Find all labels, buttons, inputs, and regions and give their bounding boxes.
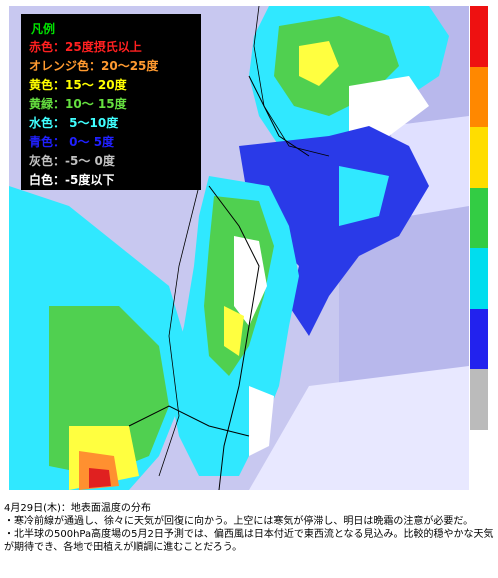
temperature-map: 凡例 赤色：25度摂氏以上オレンジ色：20〜25度 黄色：15〜 20度 黄緑：10… — [9, 6, 469, 490]
color-scale-segment — [470, 6, 488, 67]
legend: 凡例 赤色：25度摂氏以上オレンジ色：20〜25度 黄色：15〜 20度 黄緑：10… — [21, 14, 201, 190]
tohoku-yellow-area — [224, 306, 244, 356]
tohoku-south-white — [249, 386, 274, 456]
tohoku-snow-area — [234, 236, 267, 326]
caption-line-1: ・寒冷前線が通過し、徐々に天気が回復に向かう。上空には寒気が停滞し、明日は晩霜の… — [4, 516, 474, 527]
color-scale-bar — [470, 6, 488, 490]
prefecture-boundaries — [128, 75, 310, 490]
color-scale-segment — [470, 66, 488, 127]
legend-item: 青色： 0〜 5度 — [29, 135, 115, 149]
legend-item: 白色：-5度以下 — [29, 173, 115, 187]
color-scale-segment — [470, 369, 488, 430]
cyan-patch-sea — [339, 166, 389, 226]
cloud-band-southeast — [249, 366, 469, 490]
caption-title: 4月29日(木)：地表面温度の分布 — [4, 503, 151, 514]
color-scale-segment — [470, 308, 488, 369]
caption-line-2: ・北半球の500hPa高度場の5月2日予測では、偏西風は日本付近で東西流となる見… — [4, 529, 494, 553]
color-scale-segment — [470, 429, 488, 490]
west-red-area — [89, 468, 111, 488]
legend-item: オレンジ色：20〜25度 — [29, 59, 159, 73]
legend-item: 黄緑：10〜 15度 — [29, 97, 127, 111]
legend-item: 水色： 5〜10度 — [29, 116, 119, 130]
legend-item: 黄色：15〜 20度 — [29, 78, 127, 92]
legend-item: 灰色：-5〜 0度 — [29, 154, 115, 168]
satellite-temperature-image — [9, 6, 469, 490]
color-scale-segment — [470, 248, 488, 309]
hokkaido-yellow-area — [299, 41, 339, 86]
caption: 4月29日(木)：地表面温度の分布 ・寒冷前線が通過し、徐々に天気が回復に向かう… — [4, 502, 494, 554]
legend-item: 赤色：25度摂氏以上 — [29, 40, 142, 54]
hokkaido-white-area — [349, 76, 429, 136]
legend-title: 凡例 — [31, 22, 56, 36]
color-scale-segment — [470, 187, 488, 248]
color-scale-segment — [470, 127, 488, 188]
coastline — [158, 6, 330, 477]
